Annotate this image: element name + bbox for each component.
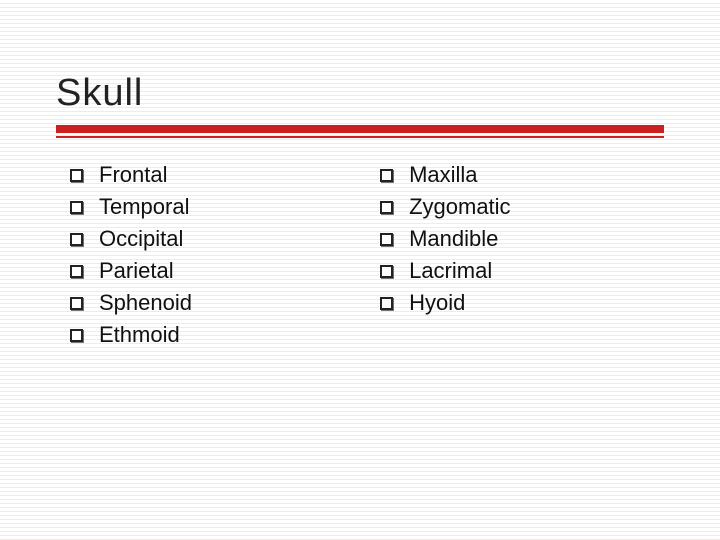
page-title: Skull xyxy=(56,72,664,115)
list-item: Parietal xyxy=(56,258,366,284)
list-item-label: Ethmoid xyxy=(99,322,180,348)
square-bullet-icon xyxy=(380,201,393,214)
square-bullet-icon xyxy=(380,265,393,278)
square-bullet-icon xyxy=(380,169,393,182)
list-item-label: Occipital xyxy=(99,226,183,252)
square-bullet-icon xyxy=(380,297,393,310)
list-item-label: Hyoid xyxy=(409,290,465,316)
slide: Skull Frontal Temporal Occipital Parieta… xyxy=(0,0,720,394)
square-bullet-icon xyxy=(380,233,393,246)
list-item: Ethmoid xyxy=(56,322,366,348)
square-bullet-icon xyxy=(70,169,83,182)
square-bullet-icon xyxy=(70,201,83,214)
divider-bar-thick xyxy=(56,125,664,133)
title-divider xyxy=(56,125,664,138)
list-item: Temporal xyxy=(56,194,366,220)
square-bullet-icon xyxy=(70,297,83,310)
list-item: Sphenoid xyxy=(56,290,366,316)
list-item-label: Temporal xyxy=(99,194,189,220)
list-item: Zygomatic xyxy=(366,194,664,220)
list-item-label: Mandible xyxy=(409,226,498,252)
square-bullet-icon xyxy=(70,233,83,246)
square-bullet-icon xyxy=(70,265,83,278)
list-item: Occipital xyxy=(56,226,366,252)
square-bullet-icon xyxy=(70,329,83,342)
left-column: Frontal Temporal Occipital Parietal Sphe… xyxy=(56,162,366,354)
right-column: Maxilla Zygomatic Mandible Lacrimal Hyoi… xyxy=(366,162,664,354)
columns-wrapper: Frontal Temporal Occipital Parietal Sphe… xyxy=(56,162,664,354)
list-item-label: Maxilla xyxy=(409,162,477,188)
list-item-label: Parietal xyxy=(99,258,174,284)
list-item: Frontal xyxy=(56,162,366,188)
list-item-label: Lacrimal xyxy=(409,258,492,284)
list-item: Maxilla xyxy=(366,162,664,188)
list-item-label: Sphenoid xyxy=(99,290,192,316)
list-item: Mandible xyxy=(366,226,664,252)
list-item: Lacrimal xyxy=(366,258,664,284)
divider-bar-thin xyxy=(56,136,664,138)
list-item-label: Frontal xyxy=(99,162,167,188)
list-item: Hyoid xyxy=(366,290,664,316)
list-item-label: Zygomatic xyxy=(409,194,510,220)
